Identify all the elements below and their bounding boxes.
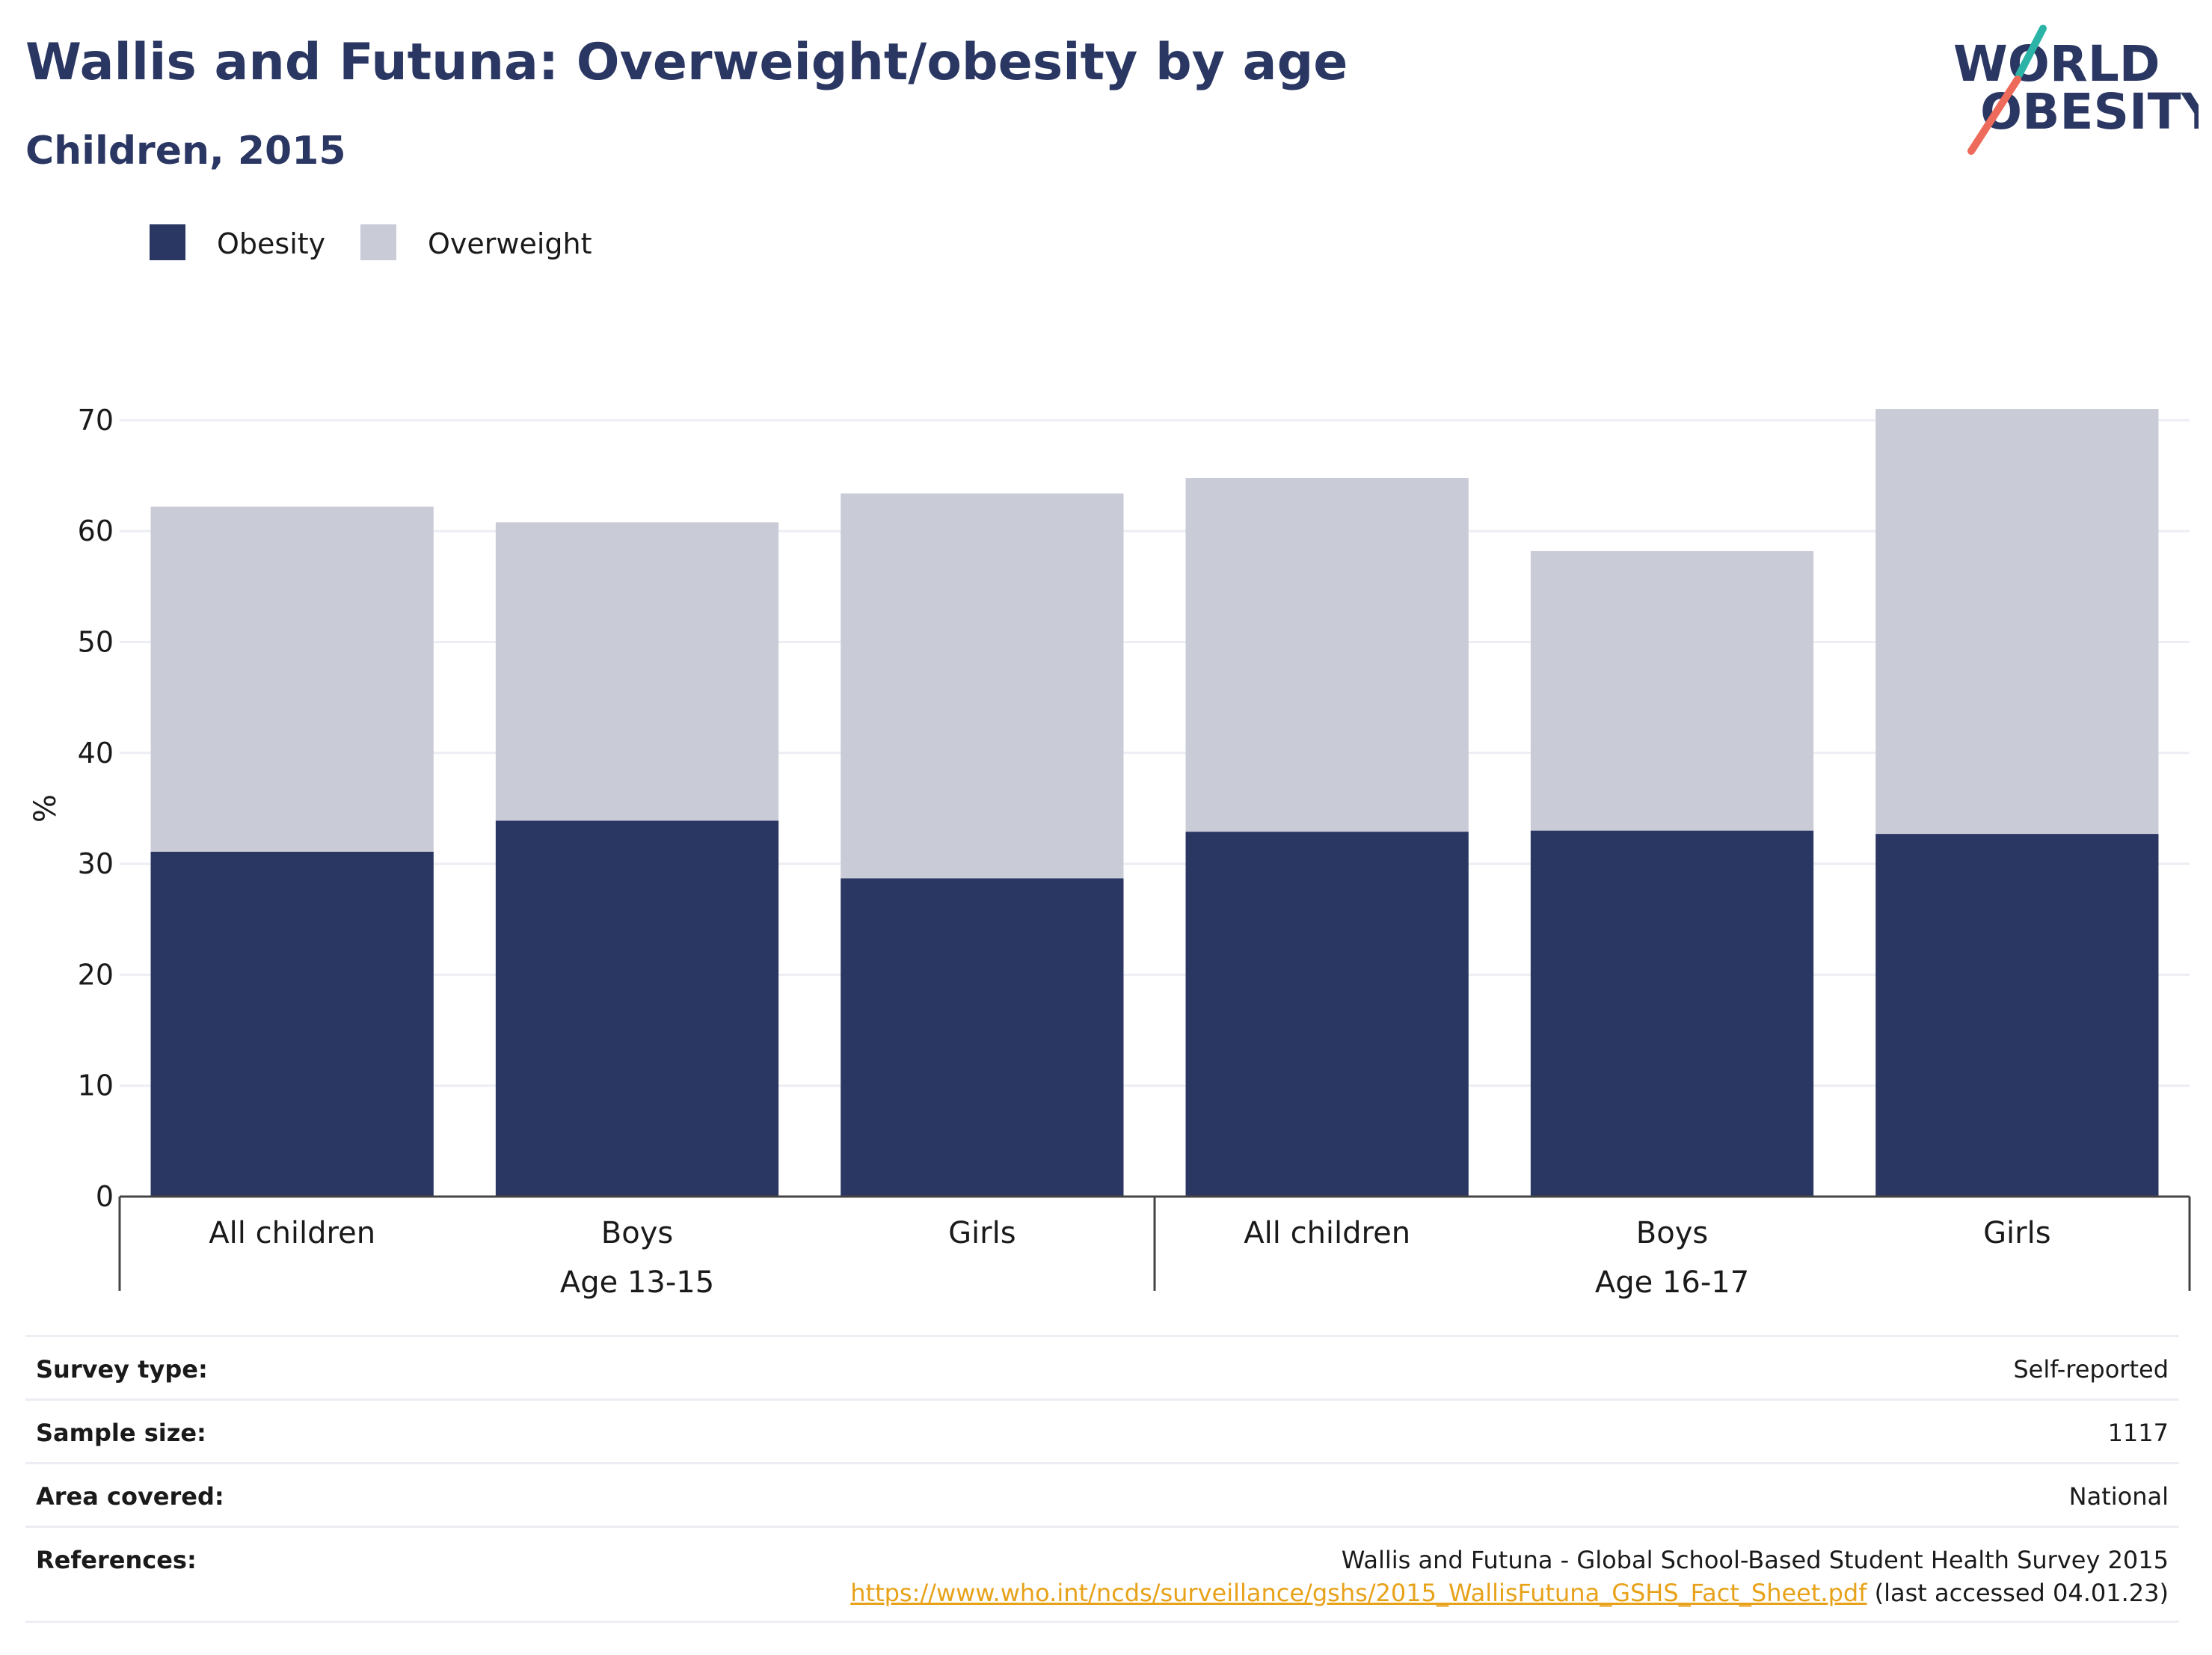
legend-swatch-overweight (360, 224, 396, 260)
x-tick-label: All children (1244, 1216, 1410, 1250)
bar-overweight (1185, 478, 1469, 832)
group-label: Age 13-15 (560, 1265, 714, 1300)
page-title: Wallis and Futuna: Overweight/obesity by… (25, 33, 1348, 92)
logo-word-world: WORLD (1953, 35, 2160, 93)
bar-overweight (1875, 409, 2159, 835)
meta-row-references: References: Wallis and Futuna - Global S… (25, 1526, 2179, 1623)
bar-obesity (1185, 832, 1469, 1197)
bar-obesity (1875, 834, 2159, 1197)
x-tick-label: Girls (1983, 1216, 2051, 1250)
area-covered-label: Area covered: (36, 1482, 224, 1511)
bar-chart: 0 10 20 30 40 50 60 70% All children Boys Girls All… (28, 404, 2191, 1300)
bar-overweight (1530, 550, 1814, 831)
reference-link[interactable]: https://www.who.int/ncds/surveillance/gs… (850, 1579, 1867, 1607)
bar-obesity (495, 820, 779, 1197)
meta-row-area-covered: Area covered: National (25, 1462, 2179, 1526)
logo-word-obesity: OBESITY (1980, 83, 2199, 141)
world-obesity-logo: WORLD OBESITY (1953, 25, 2199, 155)
sample-size-label: Sample size: (36, 1419, 206, 1447)
y-tick-label: 50 (78, 626, 114, 659)
x-tick-label: Girls (948, 1216, 1016, 1250)
group-label: Age 16-17 (1595, 1265, 1749, 1300)
metadata-table: Survey type: Self-reported Sample size: … (25, 1335, 2179, 1623)
logo-slash-teal (2015, 25, 2047, 79)
sample-size-value: 1117 (2107, 1419, 2169, 1447)
y-tick-label: 60 (78, 515, 114, 547)
legend-label-overweight: Overweight (428, 227, 592, 260)
y-tick-label: 10 (78, 1069, 114, 1102)
x-tick-label: Boys (601, 1216, 673, 1250)
y-tick-label: 70 (78, 404, 114, 437)
bar-overweight (150, 506, 434, 852)
y-axis-label: % (28, 794, 63, 823)
x-tick-label: Boys (1636, 1216, 1708, 1250)
bar-overweight (841, 493, 1124, 879)
references-label: References: (36, 1546, 197, 1574)
meta-row-sample-size: Sample size: 1117 (25, 1398, 2179, 1462)
bar-obesity (1530, 830, 1814, 1197)
bar-obesity (150, 851, 434, 1197)
bar-overweight (495, 522, 779, 821)
y-tick-label: 0 (96, 1180, 114, 1213)
page-subtitle: Children, 2015 (25, 129, 346, 174)
survey-type-label: Survey type: (36, 1355, 208, 1384)
y-tick-label: 30 (78, 847, 114, 880)
legend-label-obesity: Obesity (217, 227, 326, 260)
y-tick-label: 20 (78, 958, 114, 991)
references-source: Wallis and Futuna - Global School-Based … (1341, 1546, 2169, 1574)
references-link-line: https://www.who.int/ncds/surveillance/gs… (850, 1579, 2169, 1607)
meta-row-survey-type: Survey type: Self-reported (25, 1335, 2179, 1398)
area-covered-value: National (2068, 1482, 2169, 1511)
survey-type-value: Self-reported (2013, 1355, 2169, 1384)
bar-obesity (841, 878, 1124, 1197)
x-tick-label: All children (209, 1216, 375, 1250)
reference-accessed-note: (last accessed 04.01.23) (1867, 1579, 2169, 1607)
logo-slash-coral (1967, 76, 2021, 155)
y-tick-label: 40 (78, 737, 114, 770)
legend-swatch-obesity (150, 224, 185, 260)
